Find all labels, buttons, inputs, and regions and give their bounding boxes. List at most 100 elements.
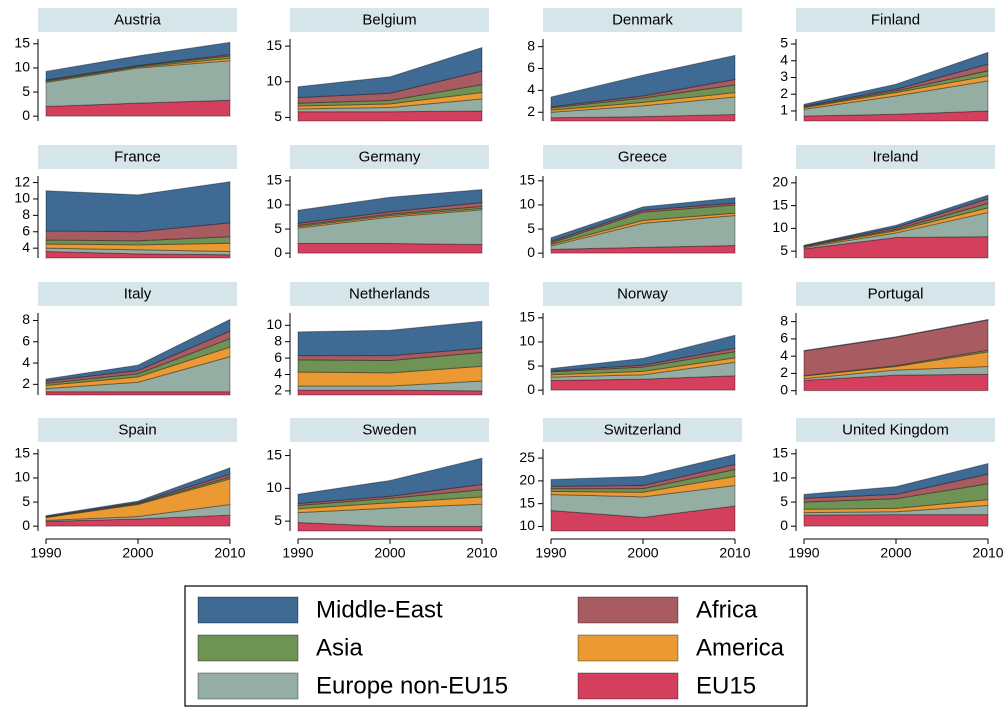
y-tick-label: 2	[274, 382, 282, 398]
y-tick-label: 5	[780, 493, 788, 509]
y-tick-label: 2	[22, 375, 30, 391]
y-tick-label: 10	[14, 469, 30, 485]
y-tick-label: 5	[274, 220, 282, 236]
panel-title: Spain	[118, 421, 156, 438]
panel-strip	[543, 418, 742, 442]
y-tick-label: 10	[519, 333, 535, 349]
area	[297, 457, 483, 504]
y-tick-label: 2	[780, 364, 788, 380]
y-tick-label: 10	[772, 469, 788, 485]
panel-strip	[290, 418, 489, 442]
y-tick-label: 2	[780, 85, 788, 101]
x-tick-label: 1990	[788, 545, 819, 561]
x-tick-label: 2010	[719, 545, 750, 561]
legend-swatch	[197, 596, 299, 624]
y-tick-label: 15	[772, 196, 788, 212]
panel-strip	[290, 8, 489, 32]
y-tick-label: 8	[274, 332, 282, 348]
y-tick-label: 10	[772, 219, 788, 235]
legend-swatch	[577, 672, 679, 700]
panel-strip	[543, 282, 742, 306]
panel-title: Portugal	[868, 285, 924, 302]
area	[45, 181, 231, 233]
x-tick-label: 1990	[30, 545, 61, 561]
y-tick-label: 15	[519, 172, 535, 188]
panel-strip	[290, 145, 489, 169]
x-tick-label: 2000	[880, 545, 911, 561]
y-tick-label: 5	[527, 357, 535, 373]
x-tick-label: 2010	[214, 545, 245, 561]
y-tick-label: 5	[22, 493, 30, 509]
panel-title: Austria	[114, 11, 161, 28]
y-tick-label: 4	[780, 51, 788, 67]
area	[45, 318, 231, 382]
panel-title: Germany	[359, 148, 421, 165]
area	[550, 334, 736, 372]
area	[297, 243, 483, 254]
x-tick-label: 2000	[627, 545, 658, 561]
panel-title: Italy	[124, 285, 152, 302]
panel-title: Ireland	[873, 148, 919, 165]
area	[803, 514, 989, 527]
y-tick-label: 8	[780, 312, 788, 328]
y-tick-label: 15	[266, 446, 282, 462]
panel-strip	[38, 8, 237, 32]
y-tick-label: 12	[14, 173, 30, 189]
area	[297, 110, 483, 122]
y-tick-label: 15	[772, 445, 788, 461]
panel-title: Sweden	[362, 421, 416, 438]
area	[550, 197, 736, 243]
area	[297, 46, 483, 98]
y-tick-label: 2	[527, 103, 535, 119]
area	[45, 467, 231, 518]
y-tick-label: 15	[14, 445, 30, 461]
x-tick-label: 1990	[535, 545, 566, 561]
y-tick-label: 15	[266, 172, 282, 188]
y-tick-label: 10	[14, 190, 30, 206]
legend-swatch	[197, 634, 299, 662]
y-tick-label: 15	[519, 309, 535, 325]
y-tick-label: 4	[22, 239, 30, 255]
legend-label: America	[696, 634, 785, 661]
y-tick-label: 5	[22, 83, 30, 99]
y-tick-label: 3	[780, 68, 788, 84]
x-tick-label: 2000	[122, 545, 153, 561]
y-tick-label: 10	[266, 479, 282, 495]
y-tick-label: 4	[22, 354, 30, 370]
panel-title: Switzerland	[604, 421, 682, 438]
panel-title: Denmark	[612, 11, 673, 28]
y-tick-label: 10	[266, 196, 282, 212]
y-tick-label: 8	[22, 206, 30, 222]
panel-strip	[543, 8, 742, 32]
y-tick-label: 0	[780, 381, 788, 397]
y-tick-label: 4	[274, 365, 282, 381]
panel-title: Greece	[618, 148, 667, 165]
y-tick-label: 10	[14, 59, 30, 75]
panel-title: France	[114, 148, 161, 165]
y-tick-label: 20	[772, 174, 788, 190]
area	[297, 188, 483, 224]
y-tick-label: 8	[22, 311, 30, 327]
y-tick-label: 6	[527, 59, 535, 75]
panel-strip	[796, 418, 995, 442]
y-tick-label: 4	[780, 347, 788, 363]
panel-strip	[796, 282, 995, 306]
panel-strip	[38, 282, 237, 306]
area	[803, 194, 989, 247]
y-tick-label: 0	[780, 517, 788, 533]
y-tick-label: 0	[527, 244, 535, 260]
panel-title: Belgium	[362, 11, 416, 28]
panel-strip	[796, 145, 995, 169]
y-tick-label: 6	[274, 349, 282, 365]
panel-strip	[796, 8, 995, 32]
panel-strip	[543, 145, 742, 169]
area	[803, 318, 989, 352]
panel-strip	[38, 145, 237, 169]
panel-title: Netherlands	[349, 285, 430, 302]
y-tick-label: 15	[519, 494, 535, 510]
area	[45, 41, 231, 81]
y-tick-label: 5	[780, 242, 788, 258]
legend-swatch	[197, 672, 299, 700]
legend-swatch	[577, 634, 679, 662]
